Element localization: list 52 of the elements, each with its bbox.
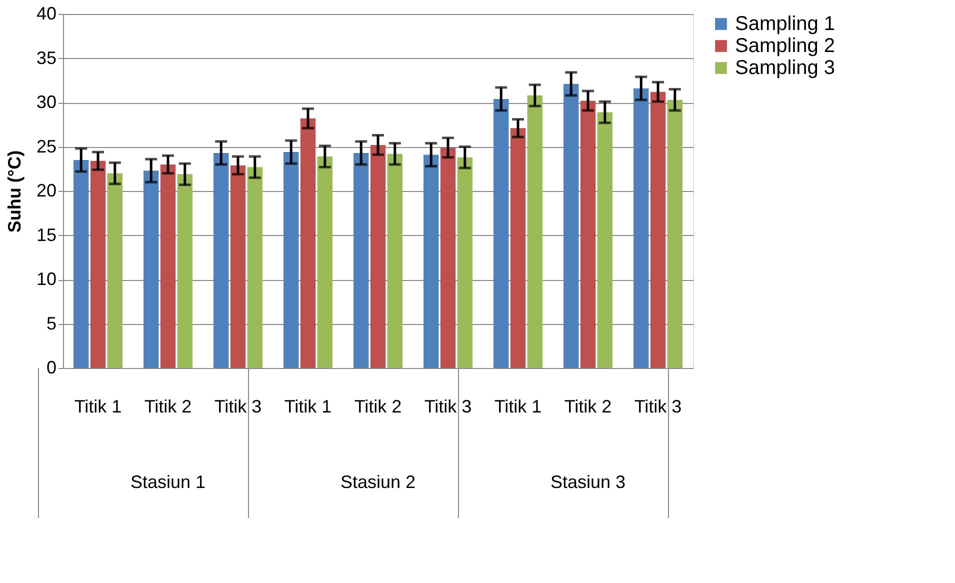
x-tick-label: Titik 2 [144, 396, 192, 416]
bar [424, 154, 439, 368]
bar [300, 118, 316, 368]
bar [230, 165, 246, 368]
bar [90, 160, 106, 368]
text: Stasiun 1 [130, 472, 206, 492]
text: Stasiun 3 [550, 472, 626, 492]
bar [634, 88, 649, 368]
bar [440, 148, 456, 368]
bar [160, 164, 176, 368]
bar [144, 170, 159, 368]
x-tick-label: Titik 1 [494, 396, 542, 416]
bar [510, 128, 526, 368]
bar [650, 92, 666, 368]
legend-label: Sampling 3 [735, 57, 836, 79]
bar [667, 100, 682, 368]
y-tick-label: 10 [36, 269, 56, 289]
text: Stasiun 2 [340, 472, 416, 492]
bar [247, 167, 262, 368]
x-tick-label: Titik 3 [424, 396, 472, 416]
y-tick-label: 25 [36, 136, 56, 156]
bar [177, 174, 192, 368]
y-tick-label: 40 [36, 4, 56, 24]
bar [527, 95, 542, 368]
bar [387, 154, 402, 368]
bar [370, 144, 386, 368]
bar [107, 173, 122, 368]
bar [564, 84, 579, 368]
bar [214, 152, 229, 368]
y-tick-label: 0 [46, 358, 56, 378]
bar [317, 156, 332, 368]
x-tick-label: Titik 3 [214, 396, 262, 416]
x-tick-label: Titik 2 [564, 396, 612, 416]
y-tick-label: 20 [36, 180, 56, 200]
y-tick-label: 15 [36, 224, 56, 245]
legend-label: Sampling 1 [735, 13, 836, 35]
y-tick-label: 35 [36, 48, 56, 68]
bar [494, 98, 509, 368]
y-tick-label: 30 [36, 92, 56, 112]
x-tick-label: Titik 1 [74, 396, 122, 416]
legend-label: Sampling 2 [735, 35, 836, 57]
bar [457, 157, 472, 368]
x-tick-label: Titik 2 [354, 396, 402, 416]
bar [597, 112, 612, 368]
x-tick-label: Titik 3 [634, 396, 682, 416]
y-axis-title: Suhu (°C) [4, 150, 24, 233]
bar [284, 152, 299, 368]
x-tick-label: Titik 1 [284, 396, 332, 416]
bar [74, 160, 89, 368]
bar [580, 100, 596, 368]
y-tick-label: 5 [46, 313, 56, 334]
bar [354, 152, 369, 368]
